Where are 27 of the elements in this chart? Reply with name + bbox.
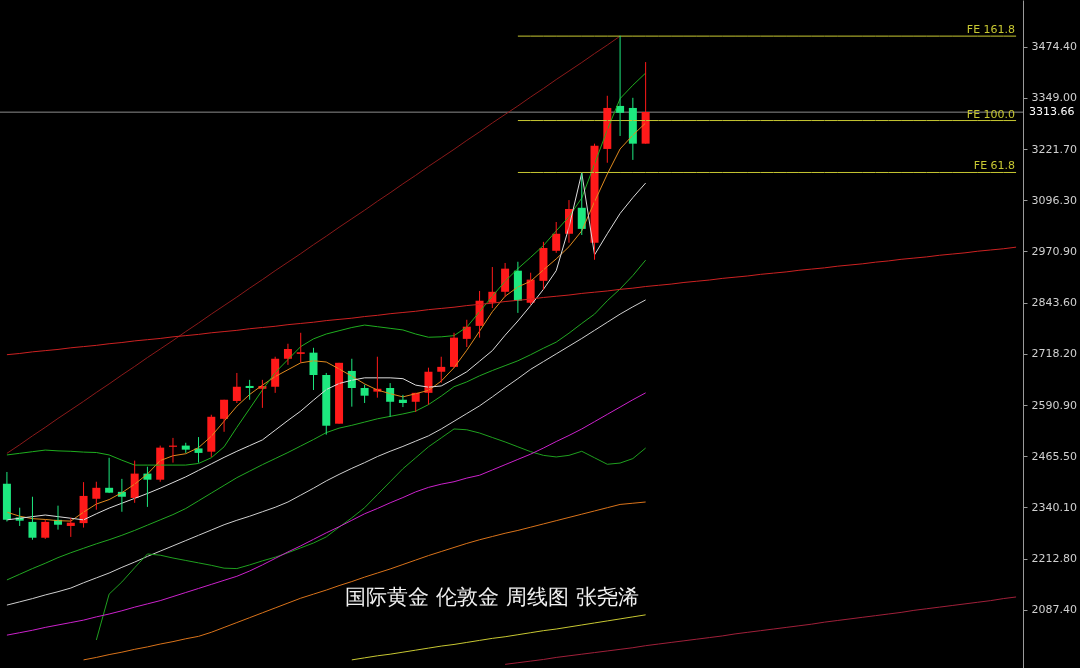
- y-tick-label: 2212.80: [1031, 552, 1077, 566]
- candlestick: [296, 332, 305, 364]
- line-series: [6, 299, 647, 606]
- series-label: FE 100.0: [966, 107, 1016, 121]
- y-tick-label: 2465.50: [1031, 449, 1077, 463]
- y-tick-label: 2970.90: [1031, 244, 1077, 258]
- candlestick: [437, 356, 446, 384]
- y-tick-label: 3474.40: [1031, 40, 1077, 54]
- candlestick: [360, 384, 369, 404]
- y-tick-label: 3349.00: [1031, 91, 1077, 105]
- y-tick-label: 2718.20: [1031, 347, 1077, 361]
- line-series: [83, 501, 647, 661]
- y-tick-label: 3221.70: [1031, 142, 1077, 156]
- y-tick-label: 2843.60: [1031, 296, 1077, 310]
- series-label: FE 61.8: [973, 159, 1016, 173]
- annotation: 国际黄金 伦敦金 周线图 张尧浠: [345, 585, 639, 609]
- line-series: [6, 246, 1017, 356]
- line-series: [6, 259, 647, 581]
- line-series: [95, 428, 647, 641]
- line-series: [351, 614, 647, 661]
- y-tick-label: 2590.90: [1031, 398, 1077, 412]
- series-label: FE 161.8: [966, 23, 1016, 37]
- ref-line-label: 3313.66: [1029, 105, 1075, 119]
- y-tick-label: 2087.40: [1031, 603, 1077, 617]
- y-tick-label: 3096.30: [1031, 193, 1077, 207]
- line-series: [6, 392, 647, 636]
- y-tick-label: 2340.10: [1031, 500, 1077, 514]
